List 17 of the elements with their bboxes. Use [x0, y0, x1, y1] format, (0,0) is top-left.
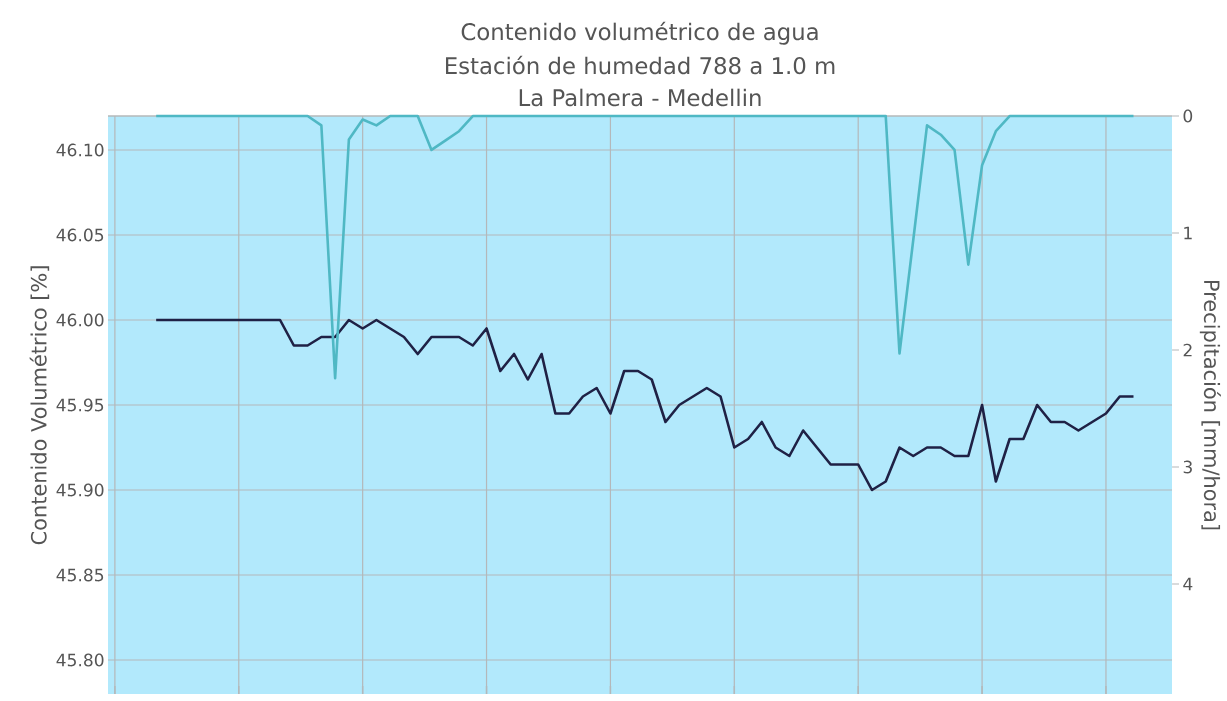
y2-tick-label: 0 — [1183, 109, 1193, 123]
y-axis-title: Contenido Volumétrico [%] — [29, 266, 50, 545]
y2-tick-label: 2 — [1183, 343, 1192, 357]
y-tick-label: 45.80 — [56, 653, 104, 667]
y-tick-label: 46.05 — [56, 228, 104, 242]
y2-axis-title: Precipitación [mm/hora] — [1199, 281, 1221, 530]
chart-title: Contenido volumétrico de agua — [461, 21, 818, 45]
y2-tick-label: 4 — [1183, 578, 1193, 591]
y-tick-label: 45.90 — [56, 483, 104, 497]
y-tick-label: 45.95 — [56, 398, 104, 412]
text: La Palmera - Medellin — [519, 88, 761, 107]
y-tick-label: 45.85 — [56, 568, 104, 582]
y2-tick-label: 3 — [1183, 460, 1192, 474]
y-tick-label: 46.10 — [56, 143, 104, 157]
chart-subtitle: Estación de humedad 788 a 1.0 m — [446, 55, 835, 75]
y-tick-label: 46.00 — [56, 313, 104, 327]
y2-tick-label: 1 — [1184, 227, 1192, 240]
